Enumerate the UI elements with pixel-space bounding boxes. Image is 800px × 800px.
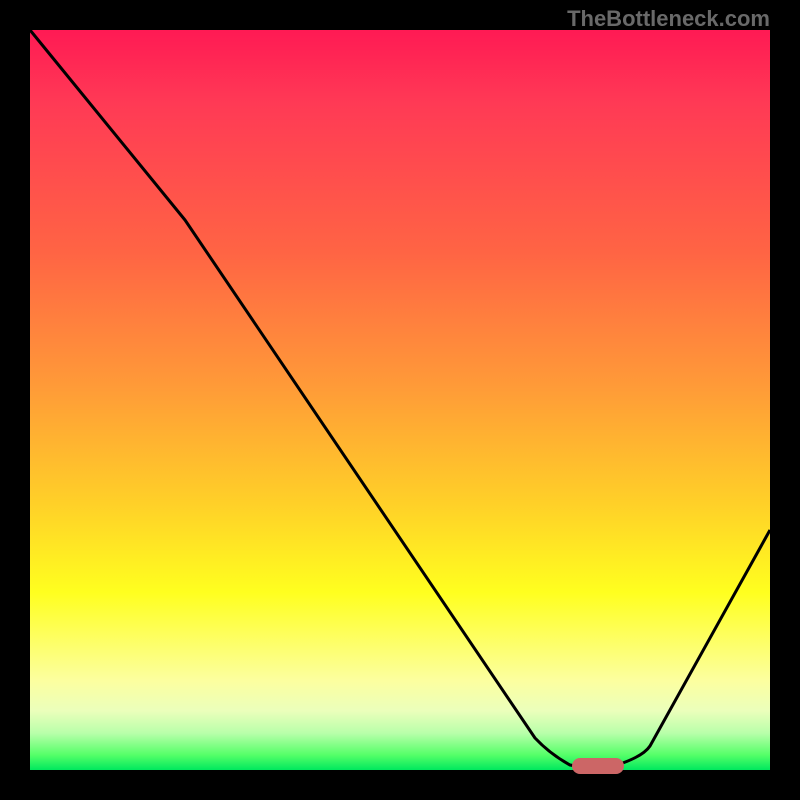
bottleneck-curve [30, 30, 770, 768]
curve-overlay [30, 30, 770, 770]
source-label: TheBottleneck.com [567, 6, 770, 32]
bottleneck-chart [30, 30, 770, 770]
optimum-marker [572, 758, 624, 774]
